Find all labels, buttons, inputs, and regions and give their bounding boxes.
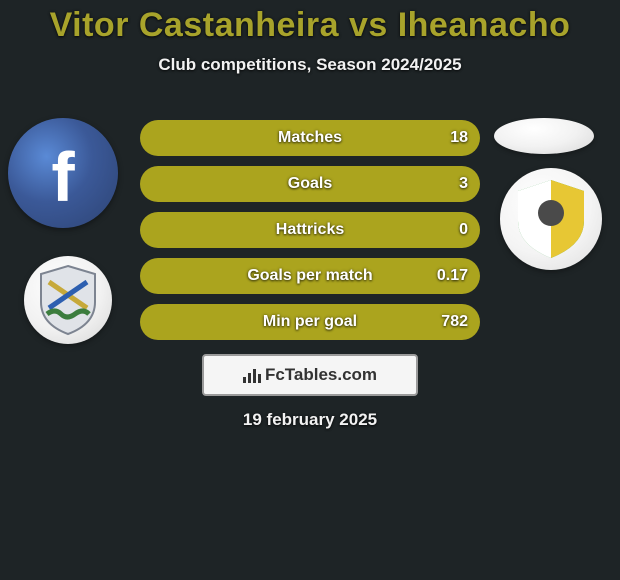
- stat-row: Min per goal 782: [0, 304, 620, 340]
- stat-label: Goals per match: [247, 267, 372, 285]
- stat-value-right: 0: [459, 221, 468, 239]
- infographic-root: Vitor Castanheira vs Iheanacho Club comp…: [0, 0, 620, 580]
- stat-label: Goals: [288, 175, 332, 193]
- stat-label: Hattricks: [276, 221, 344, 239]
- date-text: 19 february 2025: [243, 410, 377, 430]
- brand-text: FcTables.com: [265, 365, 377, 385]
- brand-badge: FcTables.com: [202, 354, 418, 396]
- page-subtitle: Club competitions, Season 2024/2025: [0, 55, 620, 75]
- stat-label: Matches: [278, 129, 342, 147]
- stat-value-right: 3: [459, 175, 468, 193]
- stat-value-right: 782: [441, 313, 468, 331]
- stats-container: Matches 18 Goals 3 Hattricks 0 Goals per match…: [0, 120, 620, 350]
- stat-row: Goals per match 0.17: [0, 258, 620, 294]
- stat-value-right: 18: [450, 129, 468, 147]
- chart-bars-icon: [243, 367, 261, 383]
- stat-row: Matches 18: [0, 120, 620, 156]
- stat-row: Goals 3: [0, 166, 620, 202]
- stat-value-right: 0.17: [437, 267, 468, 285]
- page-title: Vitor Castanheira vs Iheanacho: [0, 0, 620, 45]
- stat-row: Hattricks 0: [0, 212, 620, 248]
- stat-label: Min per goal: [263, 313, 357, 331]
